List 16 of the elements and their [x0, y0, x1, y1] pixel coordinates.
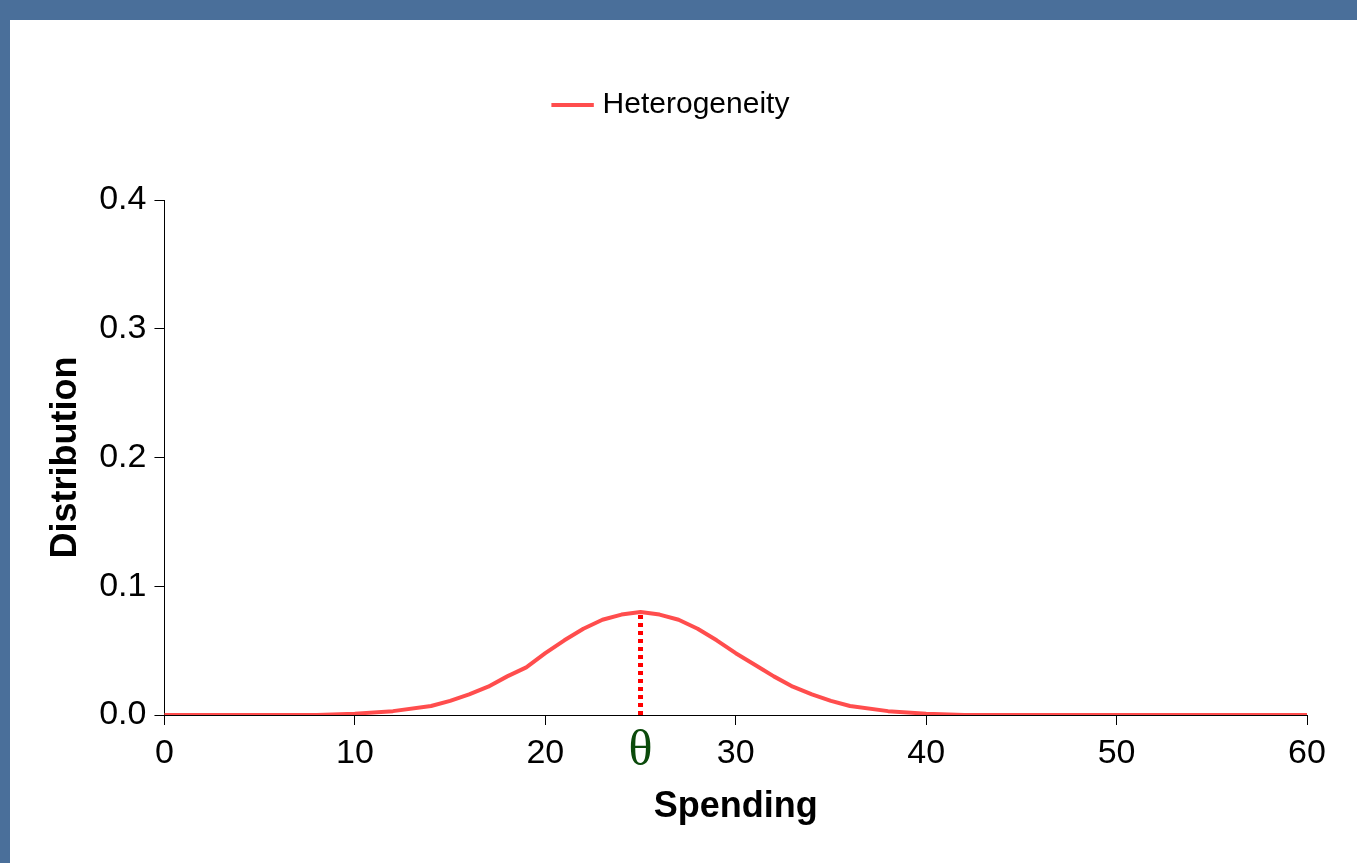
x-tick-label: 30	[716, 731, 755, 770]
x-tick-label: 0	[155, 731, 174, 770]
y-tick-label: 0.4	[99, 178, 147, 217]
y-axis-title: Distribution	[42, 356, 84, 559]
x-tick-label: 20	[526, 731, 565, 770]
y-tick-label: 0.2	[99, 435, 147, 474]
y-tick-label: 0.0	[99, 693, 147, 732]
legend-label: Heterogeneity	[602, 86, 790, 120]
x-tick-label: 40	[907, 731, 946, 770]
x-tick-label: 60	[1288, 731, 1326, 770]
y-tick-label: 0.3	[99, 307, 147, 346]
x-tick-label: 10	[335, 731, 374, 770]
y-tick-label: 0.1	[99, 564, 147, 603]
x-tick-label: 50	[1097, 731, 1136, 770]
x-axis-title: Spending	[653, 784, 818, 826]
ref-line-label: θ	[628, 720, 653, 777]
